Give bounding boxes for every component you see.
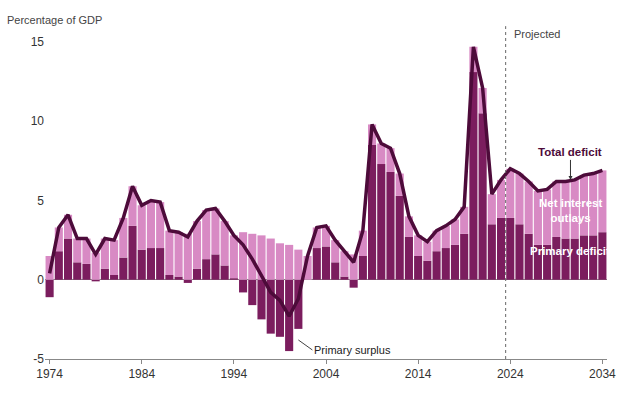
svg-text:Primary deficit: Primary deficit [530,245,610,257]
svg-text:2034: 2034 [589,367,616,381]
svg-text:2014: 2014 [405,367,432,381]
svg-text:Total deficit: Total deficit [538,146,602,158]
svg-text:2004: 2004 [313,367,340,381]
svg-text:0: 0 [37,273,44,287]
svg-text:Primary surplus: Primary surplus [314,344,391,356]
svg-text:1984: 1984 [128,367,155,381]
svg-text:2024: 2024 [497,367,524,381]
svg-text:15: 15 [31,35,45,49]
svg-text:Net interestoutlays: Net interestoutlays [539,197,602,224]
svg-text:-5: -5 [33,352,44,366]
svg-text:5: 5 [37,194,44,208]
svg-text:1994: 1994 [221,367,248,381]
svg-text:1974: 1974 [36,367,63,381]
svg-text:Percentage of GDP: Percentage of GDP [7,14,102,26]
svg-text:10: 10 [31,114,45,128]
svg-text:Projected: Projected [514,28,560,40]
